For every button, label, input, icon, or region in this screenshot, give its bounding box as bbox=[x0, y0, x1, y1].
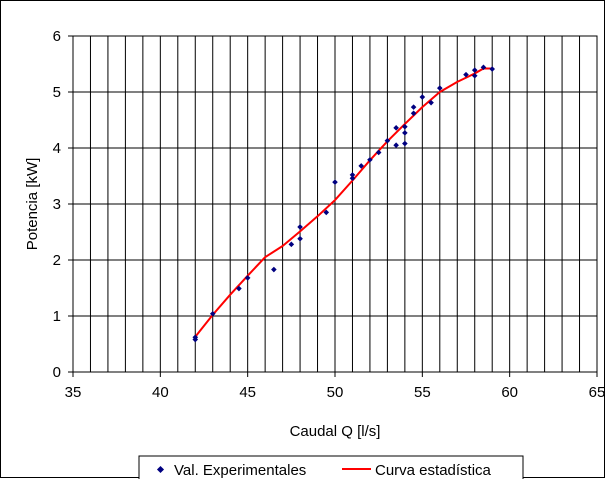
data-point bbox=[402, 130, 408, 136]
data-point bbox=[428, 99, 434, 106]
data-point bbox=[375, 149, 382, 156]
y-tick-label: 4 bbox=[53, 140, 61, 157]
data-point bbox=[332, 179, 338, 185]
data-point bbox=[437, 85, 443, 91]
legend-marker-experimental bbox=[156, 465, 165, 474]
data-point bbox=[410, 104, 417, 110]
y-tick-label: 0 bbox=[53, 364, 61, 381]
legend-box bbox=[138, 455, 524, 479]
data-point bbox=[209, 310, 216, 317]
data-point bbox=[384, 137, 391, 144]
data-point bbox=[236, 285, 242, 292]
data-point bbox=[393, 142, 399, 148]
x-tick-label: 65 bbox=[589, 384, 606, 401]
data-point bbox=[471, 72, 478, 79]
legend-label-curve: Curva estadística bbox=[375, 462, 492, 479]
data-point bbox=[297, 235, 303, 242]
x-tick-label: 50 bbox=[327, 384, 344, 401]
y-tick-label: 3 bbox=[53, 196, 61, 213]
x-tick-label: 35 bbox=[65, 384, 82, 401]
curve-line bbox=[194, 67, 493, 338]
data-point bbox=[358, 163, 364, 169]
x-tick-label: 40 bbox=[152, 384, 169, 401]
data-point bbox=[349, 172, 356, 178]
y-tick-label: 1 bbox=[53, 308, 61, 325]
series-layer bbox=[192, 64, 495, 343]
data-point bbox=[410, 110, 417, 117]
legend: Val. Experimentales Curva estadística bbox=[138, 455, 524, 479]
data-point bbox=[402, 140, 408, 147]
y-tick-label: 5 bbox=[53, 84, 61, 101]
data-point bbox=[192, 334, 199, 341]
data-point bbox=[367, 156, 373, 163]
data-point bbox=[349, 175, 356, 182]
x-tick-label: 60 bbox=[501, 384, 518, 401]
data-point bbox=[471, 67, 478, 73]
legend-label-experimental: Val. Experimentales bbox=[174, 462, 306, 479]
grid-lines bbox=[73, 36, 597, 372]
data-point bbox=[271, 266, 277, 273]
data-point bbox=[489, 66, 495, 72]
y-axis-title: Potencia [kW] bbox=[24, 158, 41, 251]
data-point bbox=[402, 123, 408, 130]
y-tick-label: 2 bbox=[53, 252, 61, 269]
data-point bbox=[419, 94, 426, 100]
data-point bbox=[323, 209, 330, 216]
y-tick-label: 6 bbox=[53, 28, 61, 45]
data-point bbox=[244, 275, 251, 281]
data-point bbox=[463, 71, 469, 78]
data-point bbox=[297, 224, 303, 230]
data-point bbox=[480, 64, 487, 71]
x-tick-label: 45 bbox=[239, 384, 256, 401]
data-point bbox=[288, 241, 295, 248]
x-axis-title: Caudal Q [l/s] bbox=[290, 423, 381, 440]
x-tick-label: 55 bbox=[414, 384, 431, 401]
data-point bbox=[393, 125, 399, 131]
